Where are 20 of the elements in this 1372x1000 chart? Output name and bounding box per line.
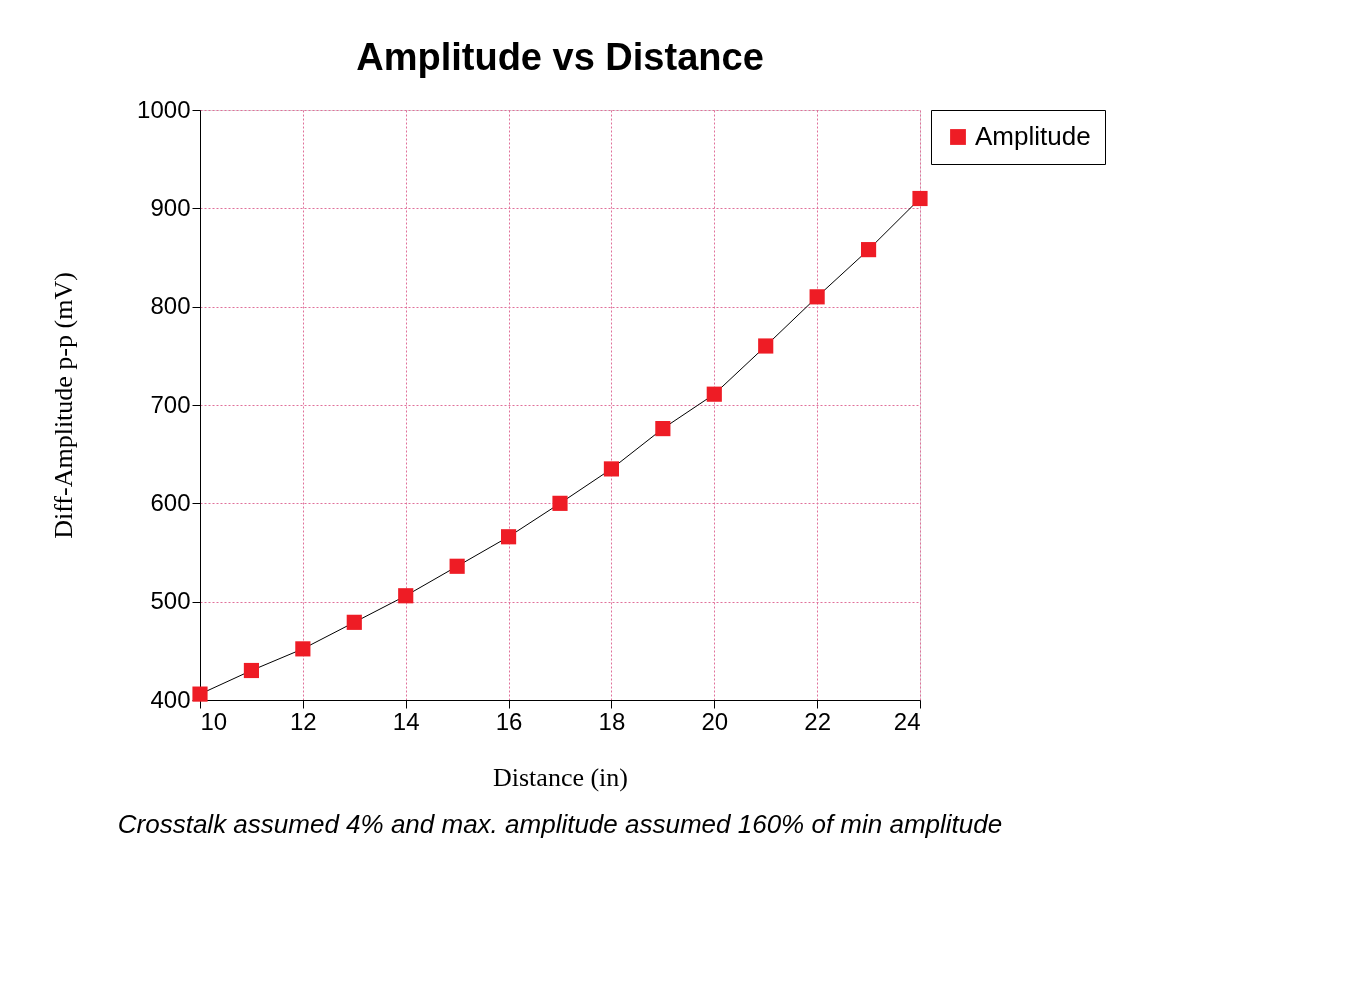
y-tick-label: 700 <box>150 390 191 418</box>
y-axis-title: Diff-Amplitude p-p (mV) <box>49 272 79 539</box>
text: Crosstalk assumed 4% and max. amplitude assumed 160% of min amplitude <box>117 809 1003 839</box>
y-tick-label: 1000 <box>137 95 191 123</box>
x-tick-label: 20 <box>701 707 729 735</box>
y-tick-label: 600 <box>150 488 191 516</box>
y-tick-label: 800 <box>150 292 191 320</box>
x-tick-label: 18 <box>598 707 626 735</box>
x-tick-label: 16 <box>495 707 523 735</box>
y-tick-label: 900 <box>150 193 191 221</box>
x-tick-label: 12 <box>290 707 317 735</box>
y-tick-label: 400 <box>150 685 191 713</box>
y-tick-label: 500 <box>150 587 191 615</box>
x-tick-label: 10 <box>200 707 228 735</box>
x-tick-label: 24 <box>893 707 921 735</box>
x-tick-label: 14 <box>392 707 420 735</box>
legend-label: Amplitude <box>975 121 1091 151</box>
x-tick-label: 22 <box>804 707 831 735</box>
x-axis-title: Distance (in) <box>492 762 629 792</box>
chart-title: Amplitude vs Distance <box>356 36 764 78</box>
